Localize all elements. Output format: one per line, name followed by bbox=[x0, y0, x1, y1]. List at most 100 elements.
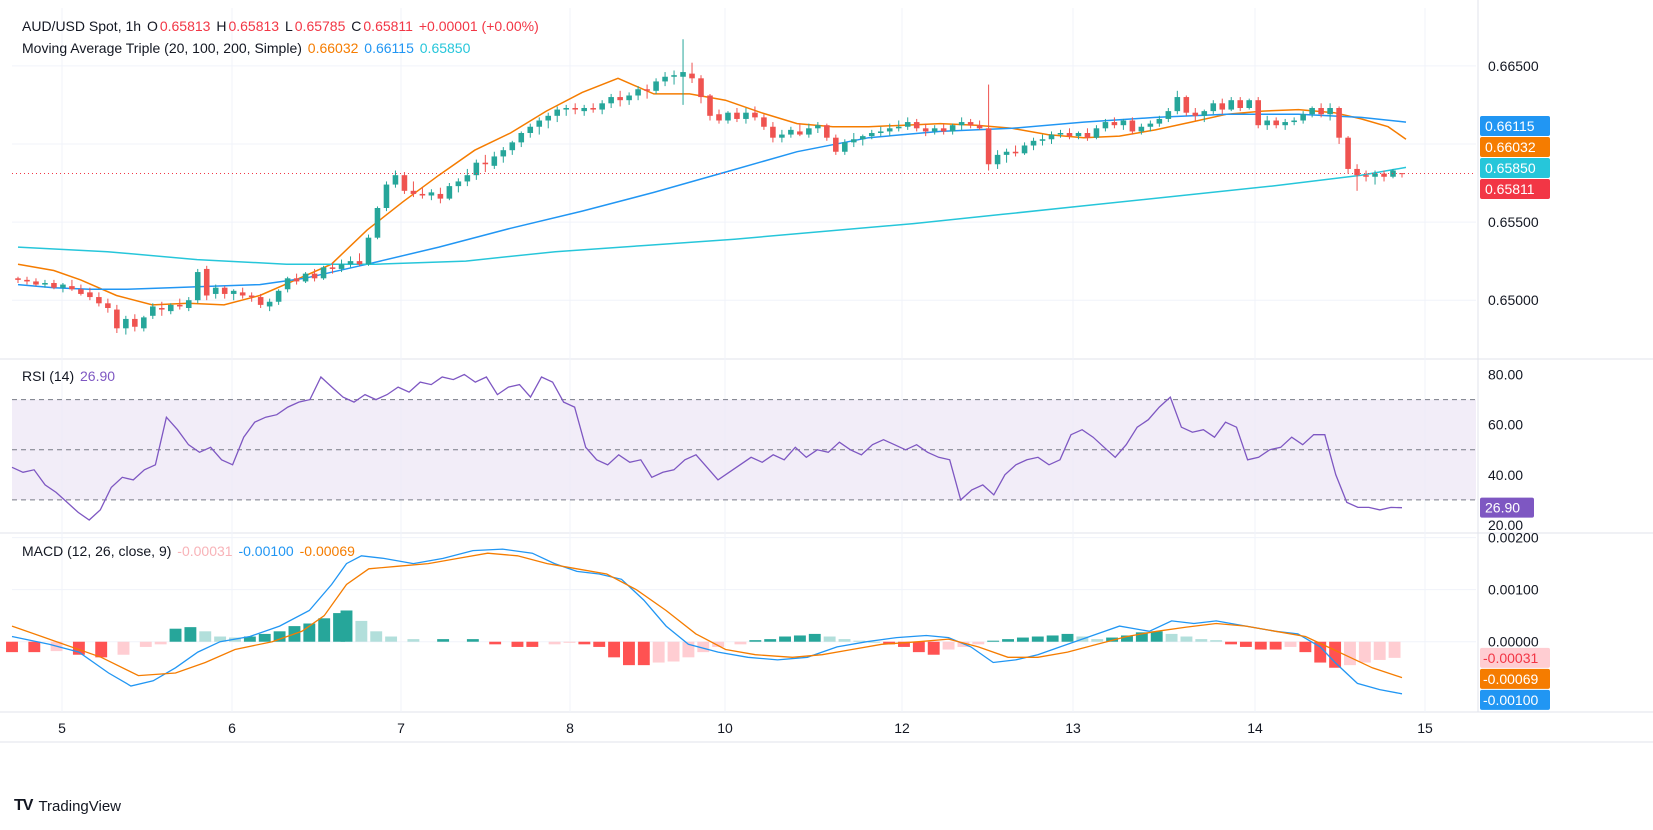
price-tag: 0.66115 bbox=[1480, 115, 1550, 136]
symbol-label[interactable]: AUD/USD Spot, 1h bbox=[22, 18, 142, 34]
candle-body bbox=[212, 287, 219, 294]
candle-body bbox=[770, 126, 776, 138]
candle-body bbox=[1156, 118, 1163, 124]
macd-value-tag: -0.00031 bbox=[1480, 647, 1550, 668]
candle-body bbox=[895, 126, 902, 129]
macd-histogram-bar bbox=[1061, 633, 1074, 642]
brand-name: TradingView bbox=[38, 797, 121, 815]
candle-body bbox=[24, 279, 30, 282]
candle-body bbox=[1300, 114, 1306, 121]
candle-body bbox=[293, 278, 300, 282]
candle-body bbox=[221, 287, 228, 294]
macd-histogram-bar bbox=[1329, 641, 1342, 668]
candle-body bbox=[194, 272, 201, 301]
tradingview-logo[interactable]: TV TradingView bbox=[14, 797, 121, 815]
candle-body bbox=[401, 175, 408, 191]
candle-body bbox=[608, 97, 614, 104]
macd-histogram-bar bbox=[303, 623, 316, 642]
candle-body bbox=[1327, 108, 1333, 115]
candle-body bbox=[311, 273, 318, 279]
candle-body bbox=[1066, 133, 1073, 137]
candle-body bbox=[1282, 122, 1288, 126]
macd-histogram-bar bbox=[437, 639, 450, 642]
macd-histogram-bar bbox=[526, 641, 539, 647]
rsi-title[interactable]: RSI (14) bbox=[22, 368, 75, 384]
macd-histogram-bar bbox=[749, 640, 762, 642]
candle-body bbox=[877, 131, 884, 133]
candle-body bbox=[1372, 173, 1378, 177]
candle-body bbox=[123, 318, 129, 329]
candle-body bbox=[176, 304, 183, 307]
candle-body bbox=[1228, 100, 1235, 110]
ma20-value: 0.66032 bbox=[307, 40, 359, 56]
candle-body bbox=[779, 134, 785, 138]
macd-histogram-bar bbox=[489, 641, 502, 645]
candle-body bbox=[1264, 120, 1270, 126]
candle-body bbox=[329, 267, 336, 269]
macd-histogram-bar bbox=[1284, 641, 1297, 647]
macd-histogram-bar bbox=[823, 636, 836, 642]
macd-histogram-bar bbox=[139, 641, 152, 647]
candle-body bbox=[1012, 151, 1019, 154]
candle-body bbox=[428, 192, 435, 196]
macd-histogram-bar bbox=[355, 620, 368, 642]
macd-tag-box bbox=[1480, 689, 1550, 710]
macd-histogram-bar bbox=[95, 641, 108, 658]
macd-value-tag: -0.00100 bbox=[1480, 689, 1550, 710]
candle-body bbox=[114, 309, 120, 329]
macd-tag-box bbox=[1480, 647, 1550, 668]
open-value: 0.65813 bbox=[159, 18, 211, 34]
candle-body bbox=[698, 78, 704, 98]
macd-histogram-bar bbox=[1165, 633, 1178, 642]
candle-body bbox=[797, 131, 803, 135]
macd-histogram-bar bbox=[652, 641, 665, 663]
candle-body bbox=[985, 128, 992, 165]
candle-body bbox=[1192, 112, 1199, 116]
low-value: 0.65785 bbox=[294, 18, 346, 34]
price-tag: 0.66032 bbox=[1480, 136, 1550, 157]
x-tick-label: 14 bbox=[1247, 720, 1263, 736]
price-tag-box bbox=[1480, 178, 1550, 199]
candle-body bbox=[1201, 111, 1208, 116]
rsi-tick-label: 80.00 bbox=[1488, 367, 1523, 383]
candle-body bbox=[1102, 122, 1109, 129]
candle-body bbox=[491, 156, 498, 166]
candle-body bbox=[958, 122, 965, 126]
candle-body bbox=[87, 292, 93, 298]
candle-body bbox=[1021, 145, 1028, 154]
ma-title[interactable]: Moving Average Triple (20, 100, 200, Sim… bbox=[22, 40, 302, 56]
macd-histogram-bar bbox=[117, 641, 130, 655]
candle-body bbox=[707, 95, 713, 116]
macd-histogram-bar bbox=[184, 627, 197, 642]
macd-histogram-bar bbox=[793, 635, 806, 642]
candle-body bbox=[653, 81, 659, 91]
candle-body bbox=[248, 295, 255, 298]
macd-tag-label: -0.00069 bbox=[1483, 671, 1538, 687]
candle-body bbox=[1363, 175, 1369, 177]
candle-body bbox=[554, 109, 561, 116]
macd-histogram-bar bbox=[764, 639, 777, 642]
candle-body bbox=[1390, 170, 1396, 177]
macd-signal-value: -0.00069 bbox=[299, 543, 355, 559]
macd-title[interactable]: MACD (12, 26, close, 9) bbox=[22, 543, 172, 559]
macd-histogram-bar bbox=[154, 641, 167, 645]
price-tick-label: 0.66500 bbox=[1488, 58, 1539, 74]
candle-body bbox=[150, 306, 156, 316]
macd-histogram-bar bbox=[972, 641, 985, 645]
rsi-tick-label: 60.00 bbox=[1488, 417, 1523, 433]
candle-body bbox=[716, 114, 722, 121]
candle-body bbox=[1273, 120, 1279, 126]
macd-histogram-bar bbox=[72, 641, 85, 655]
rsi-value-tag: 26.90 bbox=[1480, 497, 1534, 518]
price-tag-label: 0.65811 bbox=[1485, 181, 1535, 197]
candle-body bbox=[51, 283, 57, 288]
candle-body bbox=[1318, 108, 1324, 115]
macd-histogram-bar bbox=[1269, 641, 1282, 650]
macd-histogram-bar bbox=[1388, 641, 1401, 658]
candle-body bbox=[1057, 133, 1064, 135]
candle-body bbox=[545, 115, 552, 121]
candle-body bbox=[392, 175, 399, 185]
price-tick-label: 0.65500 bbox=[1488, 214, 1539, 230]
